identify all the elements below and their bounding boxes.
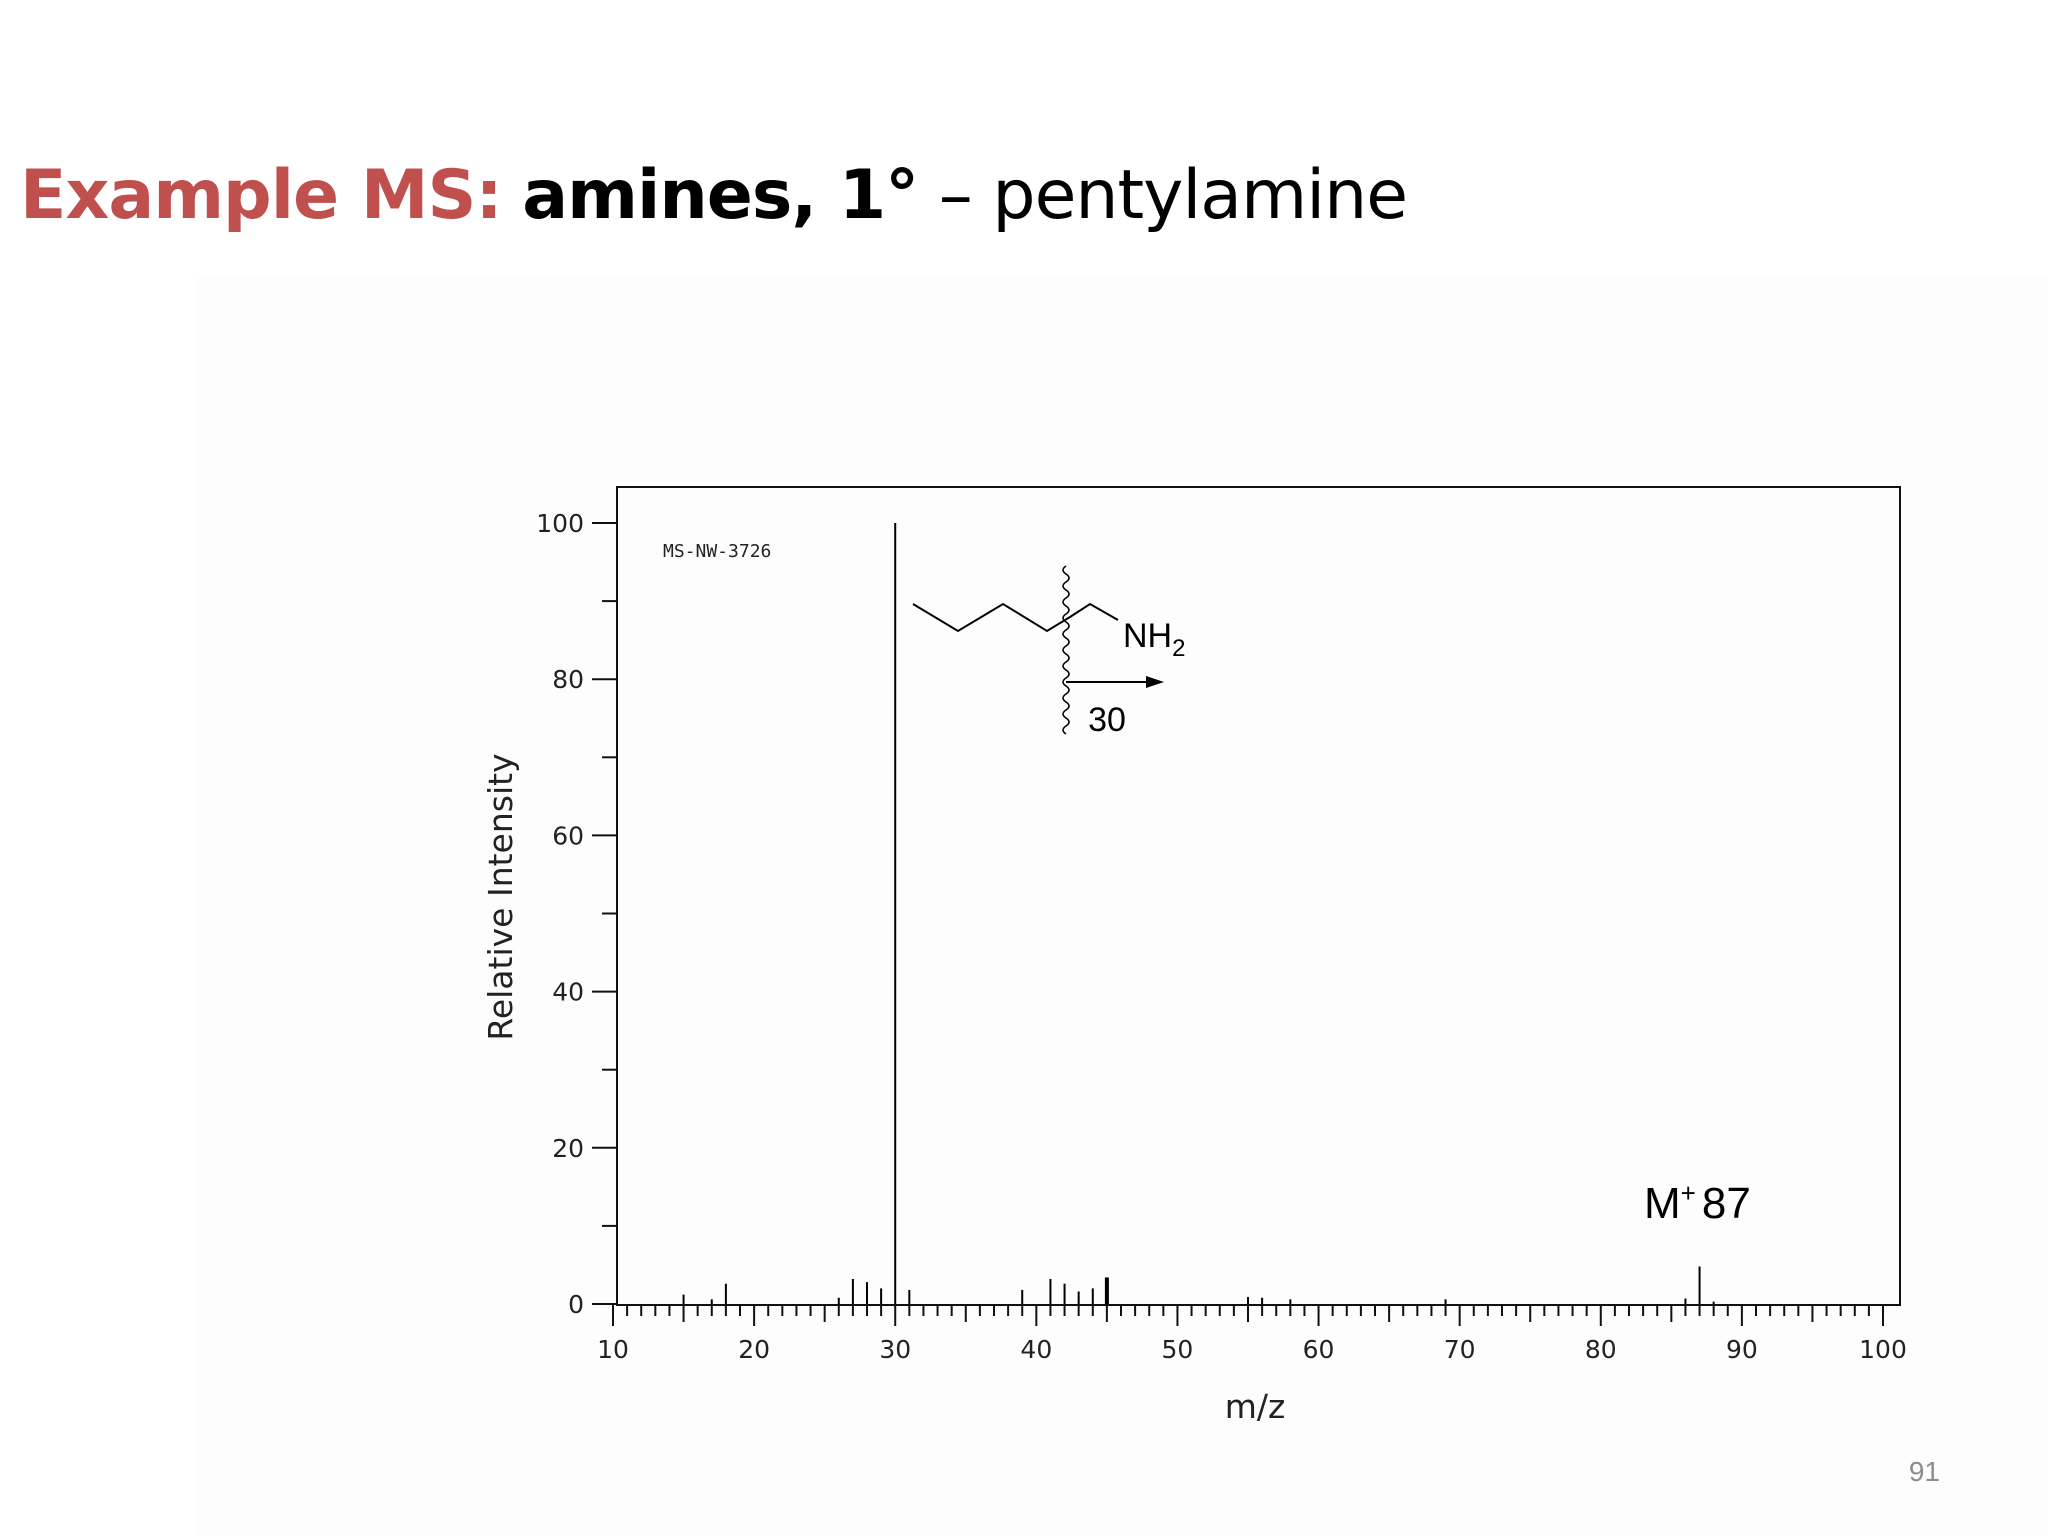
spectrum-id: MS-NW-3726 bbox=[663, 541, 771, 562]
title-example-ms: Example MS: bbox=[20, 156, 503, 235]
spectrum-peaks bbox=[682, 523, 1715, 1304]
y-tick-label: 80 bbox=[552, 665, 584, 694]
title-compound-class: amines, 1° bbox=[522, 156, 919, 235]
x-tick-label: 60 bbox=[1303, 1335, 1335, 1364]
y-axis-title: Relative Intensity bbox=[481, 753, 520, 1040]
y-tick-label: 0 bbox=[568, 1290, 584, 1319]
cleavage-wavy-line bbox=[1062, 565, 1070, 735]
x-axis: 10 20 30 40 50 60 70 80 90 100 bbox=[597, 1304, 1907, 1364]
x-tick-label: 30 bbox=[879, 1335, 911, 1364]
fragment-arrow-head bbox=[1146, 676, 1164, 688]
y-axis: 0 20 40 60 80 100 bbox=[536, 509, 617, 1319]
y-tick-label: 20 bbox=[552, 1134, 584, 1163]
x-tick-label: 40 bbox=[1020, 1335, 1052, 1364]
y-tick-label: 100 bbox=[536, 509, 584, 538]
x-tick-label: 50 bbox=[1162, 1335, 1194, 1364]
x-tick-label: 100 bbox=[1859, 1335, 1907, 1364]
y-tick-label: 40 bbox=[552, 978, 584, 1007]
x-tick-label: 80 bbox=[1585, 1335, 1617, 1364]
plot-frame bbox=[616, 486, 1901, 1306]
x-tick-label: 10 bbox=[597, 1335, 629, 1364]
pentylamine-structure: NH2 30 bbox=[912, 565, 1185, 739]
carbon-chain bbox=[912, 602, 1119, 633]
x-tick-label: 20 bbox=[738, 1335, 770, 1364]
page-number: 91 bbox=[1908, 1456, 1940, 1487]
slide-title: Example MS: amines, 1° – pentylamine bbox=[20, 162, 1408, 230]
molecular-ion-label: M+ 87 bbox=[1644, 1178, 1751, 1228]
title-compound-name: – pentylamine bbox=[938, 156, 1408, 235]
x-axis-title: m/z bbox=[1225, 1387, 1286, 1426]
amine-group-label: NH2 bbox=[1123, 617, 1185, 662]
x-tick-label: 70 bbox=[1444, 1335, 1476, 1364]
x-tick-label: 90 bbox=[1726, 1335, 1758, 1364]
fragment-mass-label: 30 bbox=[1088, 701, 1126, 739]
y-tick-label: 60 bbox=[552, 821, 584, 850]
